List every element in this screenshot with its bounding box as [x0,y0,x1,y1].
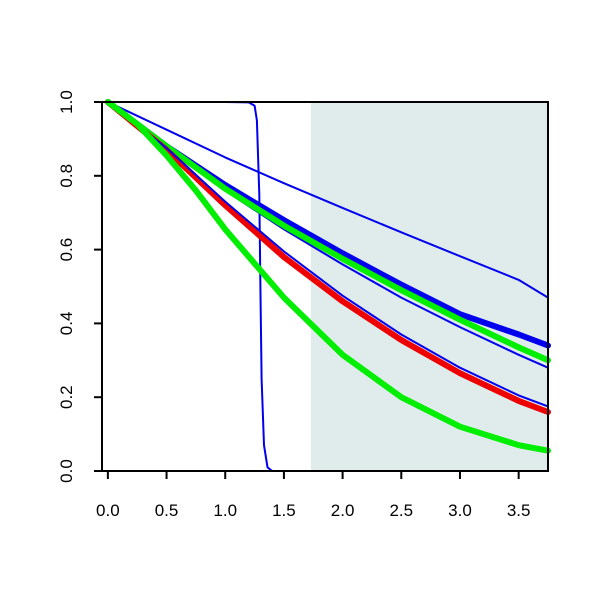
y-axis: 0.0 0.2 0.4 0.6 0.8 1.0 [57,90,102,483]
shaded-region [310,102,548,471]
series-line-6 [104,99,551,415]
x-tick-label: 0.0 [96,501,120,520]
x-tick-label: 2.5 [389,501,413,520]
x-tick-label: 2.0 [331,501,355,520]
series-line-7 [106,101,549,408]
x-axis: 0.0 0.5 1.0 1.5 2.0 2.5 3.0 3.5 [96,471,530,520]
y-tick-label: 0.6 [57,238,76,262]
x-tick-label: 3.5 [507,501,531,520]
y-tick-label: 0.8 [57,164,76,188]
x-tick-label: 1.5 [272,501,296,520]
series-line-8 [104,99,551,454]
y-tick-label: 0.0 [57,459,76,483]
series-line-2 [106,101,549,299]
series-layer [104,99,551,472]
y-tick-label: 0.2 [57,385,76,409]
x-tick-label: 1.0 [213,501,237,520]
y-tick-label: 1.0 [57,90,76,114]
plot-frame [101,101,549,472]
x-tick-label: 3.0 [448,501,472,520]
series-line-5 [104,99,551,364]
y-tick-label: 0.4 [57,312,76,336]
x-tick-label: 0.5 [155,501,179,520]
